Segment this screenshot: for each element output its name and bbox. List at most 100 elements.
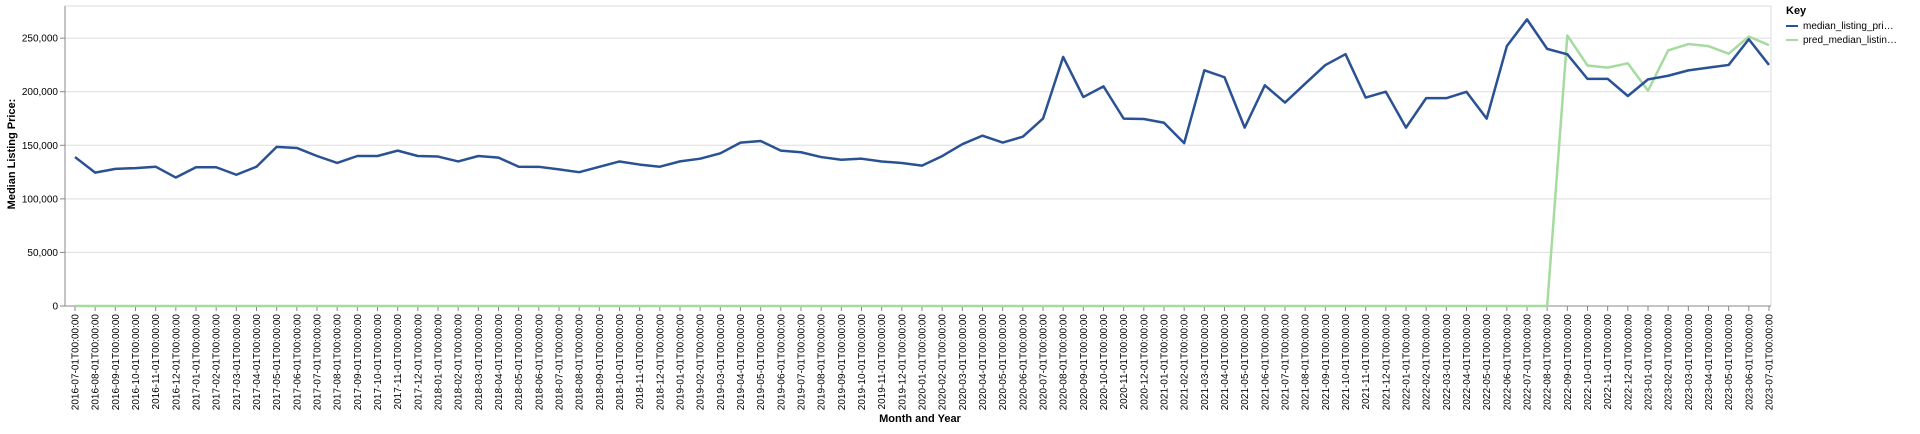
x-tick-label: 2018-12-01T00:00:00: [655, 314, 666, 411]
x-tick-label: 2021-12-01T00:00:00: [1381, 314, 1392, 411]
x-tick-label: 2021-07-01T00:00:00: [1281, 314, 1292, 411]
x-tick-label: 2016-07-01T00:00:00: [71, 314, 82, 411]
y-tick-label: 0: [52, 302, 58, 313]
x-axis-title: Month and Year: [879, 413, 961, 425]
x-tick-label: 2020-04-01T00:00:00: [978, 314, 989, 411]
y-tick-label: 150,000: [22, 141, 59, 152]
x-tick-label: 2018-05-01T00:00:00: [514, 314, 525, 411]
x-tick-label: 2019-09-01T00:00:00: [837, 314, 848, 411]
legend-title: Key: [1786, 5, 1807, 17]
x-tick-label: 2016-08-01T00:00:00: [91, 314, 102, 411]
x-tick-label: 2020-08-01T00:00:00: [1059, 314, 1070, 411]
x-tick-label: 2020-07-01T00:00:00: [1039, 314, 1050, 411]
x-tick-label: 2022-05-01T00:00:00: [1482, 314, 1493, 411]
x-tick-label: 2016-09-01T00:00:00: [111, 314, 122, 411]
x-tick-label: 2020-03-01T00:00:00: [958, 314, 969, 411]
series-line-pred: [75, 34, 1770, 308]
legend-label-median: median_listing_pri…: [1803, 21, 1894, 32]
x-tick-label: 2018-08-01T00:00:00: [575, 314, 586, 411]
x-tick-label: 2022-08-01T00:00:00: [1543, 314, 1554, 411]
x-tick-label: 2021-09-01T00:00:00: [1321, 314, 1332, 411]
x-tick-label: 2022-06-01T00:00:00: [1502, 314, 1513, 411]
x-tick-label: 2023-01-01T00:00:00: [1644, 314, 1655, 411]
x-tick-label: 2019-07-01T00:00:00: [797, 314, 808, 411]
x-tick-label: 2017-02-01T00:00:00: [212, 314, 223, 411]
series-line-median: [74, 18, 1770, 179]
plot-frame: [64, 5, 1772, 307]
x-tick-label: 2017-01-01T00:00:00: [192, 314, 203, 411]
x-tick-label: 2018-02-01T00:00:00: [454, 314, 465, 411]
x-tick-label: 2018-01-01T00:00:00: [434, 314, 445, 411]
y-tick-label: 100,000: [22, 194, 59, 205]
x-tick-label: 2018-03-01T00:00:00: [474, 314, 485, 411]
y-tick-label: 50,000: [27, 248, 58, 259]
x-tick-label: 2020-05-01T00:00:00: [998, 314, 1009, 411]
x-tick-label: 2023-06-01T00:00:00: [1744, 314, 1755, 411]
x-tick-label: 2021-03-01T00:00:00: [1200, 314, 1211, 411]
x-tick-label: 2016-11-01T00:00:00: [151, 314, 162, 410]
x-tick-label: 2022-10-01T00:00:00: [1583, 314, 1594, 411]
x-tick-label: 2020-01-01T00:00:00: [918, 314, 929, 411]
x-tick-label: 2021-02-01T00:00:00: [1180, 314, 1191, 411]
x-tick-label: 2020-09-01T00:00:00: [1079, 314, 1090, 411]
y-tick-label: 200,000: [22, 87, 59, 98]
x-tick-label: 2017-03-01T00:00:00: [232, 314, 243, 411]
legend: Key median_listing_pri… pred_median_list…: [1786, 5, 1897, 46]
y-axis-title: Median Listing Price:: [6, 99, 18, 210]
x-tick-label: 2016-12-01T00:00:00: [171, 314, 182, 411]
grid-lines: [65, 37, 1771, 307]
x-tick-labels: 2016-07-01T00:00:00 2016-08-01T00:00:00 20…: [71, 314, 1776, 411]
x-tick-label: 2018-10-01T00:00:00: [615, 314, 626, 411]
x-tick-label: 2020-10-01T00:00:00: [1099, 314, 1110, 411]
x-tick-label: 2019-10-01T00:00:00: [857, 314, 868, 411]
x-tick-label: 2022-03-01T00:00:00: [1442, 314, 1453, 411]
x-tick-label: 2019-04-01T00:00:00: [736, 314, 747, 411]
x-tick-label: 2023-05-01T00:00:00: [1724, 314, 1735, 411]
x-tick-label: 2019-08-01T00:00:00: [817, 314, 828, 411]
x-tick-label: 2019-02-01T00:00:00: [696, 314, 707, 411]
x-tick-label: 2017-05-01T00:00:00: [272, 314, 283, 411]
x-tick-label: 2017-08-01T00:00:00: [333, 314, 344, 411]
x-tick-label: 2022-01-01T00:00:00: [1402, 314, 1413, 411]
x-tick-label: 2019-11-01T00:00:00: [877, 314, 888, 410]
x-tick-label: 2017-04-01T00:00:00: [252, 314, 263, 411]
x-tick-label: 2018-11-01T00:00:00: [635, 314, 646, 410]
x-tick-label: 2021-04-01T00:00:00: [1220, 314, 1231, 411]
y-tick-label: 250,000: [22, 34, 59, 45]
x-tick-label: 2020-11-01T00:00:00: [1119, 314, 1130, 410]
legend-label-pred: pred_median_listin…: [1803, 35, 1897, 46]
x-tick-label: 2022-04-01T00:00:00: [1462, 314, 1473, 411]
x-tick-label: 2018-09-01T00:00:00: [595, 314, 606, 411]
x-tick-label: 2017-11-01T00:00:00: [393, 314, 404, 410]
x-tick-label: 2021-11-01T00:00:00: [1361, 314, 1372, 410]
axes: [60, 5, 1772, 311]
x-tick-label: 2019-06-01T00:00:00: [776, 314, 787, 411]
x-tick-label: 2017-12-01T00:00:00: [413, 314, 424, 411]
x-tick-label: 2017-06-01T00:00:00: [292, 314, 303, 411]
x-tick-label: 2021-06-01T00:00:00: [1260, 314, 1271, 411]
x-tick-label: 2021-01-01T00:00:00: [1160, 314, 1171, 411]
x-tick-label: 2023-07-01T00:00:00: [1765, 314, 1776, 411]
x-tick-label: 2018-07-01T00:00:00: [555, 314, 566, 411]
x-tick-label: 2018-04-01T00:00:00: [494, 314, 505, 411]
x-tick-label: 2021-08-01T00:00:00: [1301, 314, 1312, 411]
x-tick-label: 2018-06-01T00:00:00: [534, 314, 545, 411]
x-tick-label: 2019-12-01T00:00:00: [897, 314, 908, 411]
x-tick-label: 2019-05-01T00:00:00: [756, 314, 767, 411]
x-tick-label: 2017-07-01T00:00:00: [313, 314, 324, 411]
x-tick-label: 2022-11-01T00:00:00: [1603, 314, 1614, 410]
x-tick-label: 2022-02-01T00:00:00: [1422, 314, 1433, 411]
x-tick-label: 2021-10-01T00:00:00: [1341, 314, 1352, 411]
x-tick-label: 2020-02-01T00:00:00: [938, 314, 949, 411]
x-tick-label: 2017-09-01T00:00:00: [353, 314, 364, 411]
x-tick-label: 2023-02-01T00:00:00: [1664, 314, 1675, 411]
y-tick-labels: 0 50,000 100,000 150,000 200,000 250,000: [22, 34, 59, 313]
x-tick-label: 2023-03-01T00:00:00: [1684, 314, 1695, 411]
x-tick-label: 2016-10-01T00:00:00: [131, 314, 142, 411]
x-tick-label: 2020-06-01T00:00:00: [1018, 314, 1029, 411]
x-tick-label: 2022-09-01T00:00:00: [1563, 314, 1574, 411]
x-tick-label: 2022-07-01T00:00:00: [1523, 314, 1534, 411]
x-tick-label: 2019-03-01T00:00:00: [716, 314, 727, 411]
